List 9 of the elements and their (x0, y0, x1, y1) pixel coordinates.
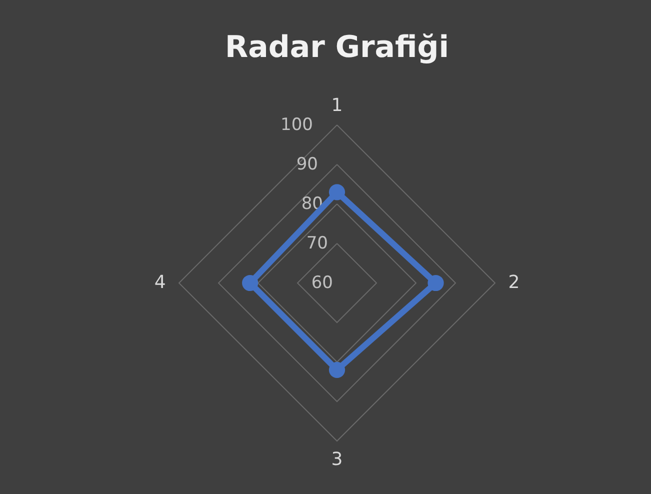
y-tick-label: 60 (311, 273, 333, 293)
spoke-label: 1 (331, 95, 343, 116)
spoke-label: 3 (331, 448, 343, 470)
y-tick-label: 90 (296, 154, 318, 174)
chart-title: Radar Grafiği (225, 30, 449, 65)
spoke-label: 4 (154, 272, 166, 293)
y-tick-label: 70 (306, 234, 328, 254)
spoke-label: 2 (508, 272, 520, 293)
y-tick-label: 100 (280, 115, 313, 135)
